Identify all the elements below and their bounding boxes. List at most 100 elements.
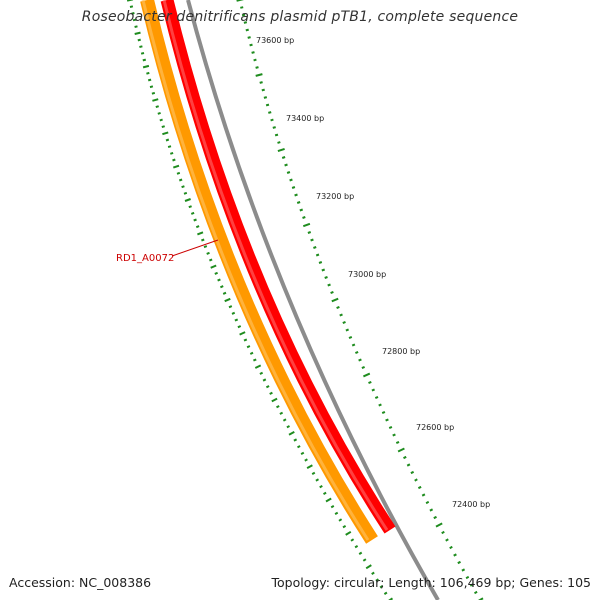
ruler-tick [321, 268, 326, 272]
gene-label[interactable]: RD1_A0072 [116, 253, 174, 264]
ruler-tick [277, 147, 285, 153]
ruler-tick [345, 328, 350, 332]
inner-tick [269, 391, 273, 395]
gene-feature-forward-highlight [162, 0, 389, 531]
ruler-tick [247, 36, 251, 39]
inner-tick [134, 31, 141, 35]
ruler-tick [433, 515, 437, 520]
ruler-tick [425, 500, 430, 505]
inner-tick [358, 551, 363, 555]
ruler-tick [272, 126, 276, 129]
inner-tick [201, 238, 205, 242]
inner-tick [345, 530, 352, 536]
ruler-tick [429, 508, 434, 512]
ruler-tick [253, 58, 257, 62]
ruler-tick [339, 313, 343, 317]
ruler-tick [381, 410, 386, 415]
accession-text: Accession: NC_008386 [9, 575, 152, 590]
inner-tick [350, 538, 355, 542]
inner-tick [139, 45, 143, 48]
ruler-tick [315, 253, 320, 257]
inner-tick [161, 125, 165, 129]
ruler-tick [374, 395, 379, 400]
inner-tick [265, 385, 270, 389]
inner-tick [237, 325, 242, 329]
ruler-tick [240, 6, 244, 9]
ruler-tick [421, 493, 426, 497]
inner-tick [228, 305, 233, 309]
inner-tick [286, 425, 290, 429]
inner-tick [167, 145, 172, 149]
inner-tick [172, 164, 180, 169]
ruler-tick [243, 21, 248, 24]
inner-tick [126, 0, 134, 2]
ruler-tick [268, 111, 272, 114]
ruler-tick [403, 455, 407, 460]
inner-tick [259, 371, 264, 375]
ruler-tick [351, 343, 356, 347]
inner-tick [224, 297, 231, 303]
inner-tick [197, 231, 204, 236]
ruler-tick [417, 485, 422, 490]
inner-tick [217, 278, 221, 282]
ruler-tick [465, 575, 470, 580]
inner-tick [222, 291, 227, 295]
inner-tick [176, 171, 181, 175]
inner-tick [178, 178, 183, 182]
ruler-tick [259, 81, 263, 84]
inner-tick [297, 445, 301, 449]
ruler-tick [324, 276, 328, 279]
inner-tick [279, 411, 284, 415]
inner-tick [354, 545, 359, 549]
ruler-tick [318, 261, 323, 264]
inner-tick [134, 25, 138, 28]
ruler-tick [286, 171, 291, 174]
map-title: Roseobacter denitrificans plasmid pTB1, … [81, 9, 519, 25]
gene-feature-reverse-highlight [141, 0, 370, 541]
ruler-tick [330, 290, 334, 295]
inner-tick [379, 585, 384, 589]
inner-tick [142, 58, 147, 62]
ruler-tick [241, 13, 246, 17]
inner-tick [157, 111, 161, 115]
inner-tick [165, 138, 170, 142]
inner-tick [246, 345, 251, 349]
inner-tick [193, 218, 197, 222]
inner-tick [169, 151, 174, 155]
ruler-tick [445, 538, 449, 542]
ruler-tick [284, 163, 288, 167]
inner-tick [325, 497, 332, 503]
inner-tick [365, 564, 372, 570]
ruler-tick [265, 103, 270, 107]
ruler-tick [274, 133, 279, 137]
ruler-tick [474, 590, 478, 595]
ruler-tick [302, 222, 311, 228]
ruler-tick [441, 530, 445, 535]
ruler-tick [457, 560, 461, 565]
ruler-tick [299, 208, 304, 212]
inner-tick [315, 478, 319, 482]
ruler-tick [371, 388, 376, 392]
inner-tick [172, 158, 176, 162]
ruler-tick [354, 350, 359, 355]
ruler-label: 72400 bp [452, 500, 490, 509]
ruler-tick [261, 88, 265, 92]
inner-tick [311, 471, 316, 475]
ruler-label: 73600 bp [256, 36, 294, 45]
gene-feature-reverse [140, 0, 378, 544]
inner-tick [146, 71, 150, 75]
inner-tick [142, 64, 150, 69]
inner-tick [293, 438, 298, 442]
inner-tick [243, 338, 248, 342]
ruler-tick [336, 305, 340, 310]
inner-tick [159, 118, 163, 122]
inner-tick [220, 285, 224, 289]
ruler-tick [392, 433, 396, 437]
inner-tick [375, 578, 379, 582]
inner-tick [203, 245, 208, 249]
inner-tick [323, 491, 327, 495]
inner-tick [239, 331, 246, 336]
ruler-label: 73400 bp [286, 114, 324, 123]
